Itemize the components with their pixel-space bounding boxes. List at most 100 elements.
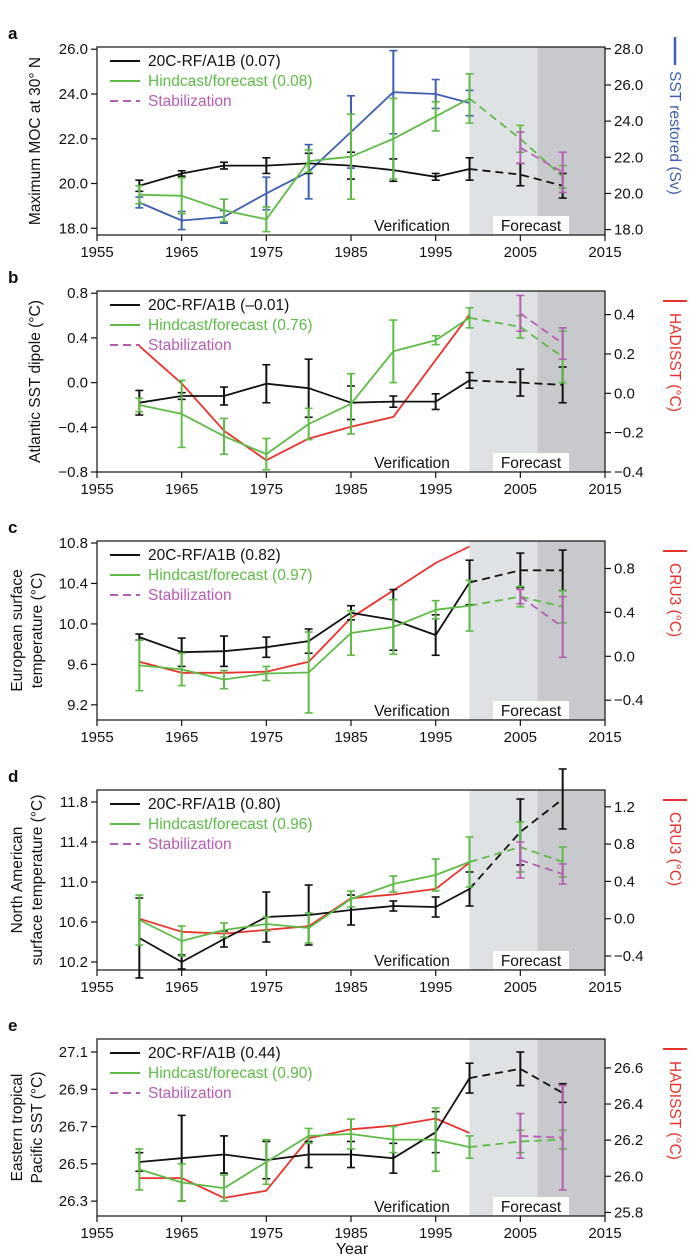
y-right-tick-label: 25.8 <box>614 1204 643 1221</box>
series-line <box>469 1067 564 1094</box>
series-line <box>469 1138 563 1148</box>
y-right-tick-label: 24.0 <box>614 113 643 130</box>
x-tick-label: 1985 <box>334 244 367 261</box>
x-tick-label: 1975 <box>250 729 283 746</box>
verification-label: Verification <box>374 455 450 472</box>
series-line <box>138 861 470 942</box>
panel-e: e 1955 1965 1975 1985 1995 2005 2015 26.3 26.5 26.… <box>8 1016 687 1242</box>
x-tick-label: 2015 <box>588 244 621 261</box>
panel-a: a 1955 1965 1975 1985 1995 2005 2015 18.0 20.0 22.… <box>8 24 683 261</box>
forecast-shade-dark <box>537 1039 605 1216</box>
y-left-axis-title: temperature (°C) <box>29 573 46 689</box>
x-axis-title: Year <box>336 1241 369 1258</box>
y-left-tick-label: 26.3 <box>59 1193 88 1210</box>
y-left-tick-label: 24.0 <box>59 86 88 103</box>
forecast-label: Forecast <box>501 1199 562 1216</box>
y-right-tick-label: 26.2 <box>614 1132 643 1149</box>
y-right-tick-label: 0.4 <box>614 873 635 890</box>
y-left-tick-label: 0.8 <box>67 285 88 302</box>
verification-label: Verification <box>374 218 450 235</box>
y-left-tick-label: 11.8 <box>60 794 88 811</box>
forecast-label-bg <box>493 216 569 234</box>
y-left-tick-label: 10.2 <box>59 954 88 971</box>
y-right-axis-title: CRU3 (°C) <box>666 563 683 637</box>
y-left-tick-label: 26.5 <box>59 1156 88 1173</box>
x-tick-label: 1965 <box>165 244 198 261</box>
x-tick-label: 1985 <box>334 1225 367 1242</box>
x-tick-label: 2015 <box>588 729 621 746</box>
y-left-axis-title: Atlantic SST dipole (°C) <box>27 300 44 463</box>
x-tick-label: 1965 <box>165 481 198 498</box>
series-line <box>469 379 563 386</box>
legend-label: Stabilization <box>148 836 232 853</box>
legend-label: Stabilization <box>148 587 232 604</box>
forecast-shade-light <box>469 1039 538 1216</box>
forecast-shade-dark <box>537 541 605 720</box>
forecast-label-bg <box>493 453 569 471</box>
verification-label-bg <box>358 951 466 969</box>
legend-label: Hindcast/forecast (0.97) <box>148 567 313 584</box>
x-tick-label: 2015 <box>588 979 621 996</box>
y-left-tick-label: 26.7 <box>59 1119 88 1136</box>
x-tick-label: 2015 <box>588 1225 621 1242</box>
y-left-axis-title: Maximum MOC at 30° N <box>27 57 44 225</box>
x-tick-label: 2005 <box>504 1225 537 1242</box>
y-left-tick-label: 27.1 <box>59 1044 88 1061</box>
series-line <box>519 595 564 628</box>
y-left-tick-label: 18.0 <box>59 220 88 237</box>
y-left-tick-label: 10.4 <box>59 575 88 592</box>
forecast-label: Forecast <box>501 953 562 970</box>
y-right-tick-label: −0.2 <box>614 425 644 442</box>
legend-label: Hindcast/forecast (0.90) <box>148 1065 313 1082</box>
y-right-tick-label: −0.4 <box>614 464 644 481</box>
y-right-tick-label: 20.0 <box>614 185 643 202</box>
legend-label: Hindcast/forecast (0.76) <box>148 317 313 334</box>
forecast-shade-light <box>469 790 538 970</box>
y-left-tick-label: 11.4 <box>60 834 88 851</box>
forecast-shade-dark <box>537 47 605 235</box>
legend-label: Stabilization <box>148 1085 232 1102</box>
x-tick-label: 2015 <box>588 481 621 498</box>
x-tick-label: 1965 <box>165 979 198 996</box>
y-left-tick-label: 9.6 <box>67 656 88 673</box>
y-right-tick-label: 0.0 <box>614 648 635 665</box>
legend-label: Stabilization <box>148 337 232 354</box>
y-right-tick-label: 0.4 <box>614 307 635 324</box>
forecast-label-bg <box>493 701 569 719</box>
x-tick-label: 2005 <box>504 244 537 261</box>
y-left-tick-label: 11.0 <box>60 874 88 891</box>
panel-label: c <box>8 518 17 537</box>
forecast-shade-dark <box>537 291 605 472</box>
x-tick-label: 1985 <box>334 481 367 498</box>
y-right-tick-label: −0.4 <box>614 948 644 965</box>
y-right-tick-label: 26.4 <box>614 1096 643 1113</box>
y-left-axis-title: Pacific SST (°C) <box>29 1072 46 1184</box>
series-line <box>469 168 563 187</box>
verification-label: Verification <box>374 953 450 970</box>
y-right-tick-label: 26.0 <box>614 1168 643 1185</box>
x-tick-label: 1985 <box>334 979 367 996</box>
series-line <box>469 316 564 358</box>
forecast-label: Forecast <box>501 455 562 472</box>
y-left-tick-label: 10.0 <box>59 616 88 633</box>
y-left-tick-label: −0.4 <box>58 419 88 436</box>
y-right-tick-label: −0.4 <box>614 692 644 709</box>
y-right-tick-label: 28.0 <box>614 41 643 58</box>
forecast-shade-light <box>469 541 538 720</box>
x-tick-label: 2005 <box>504 729 537 746</box>
series-line <box>520 1135 563 1139</box>
y-left-tick-label: 0.0 <box>67 375 88 392</box>
y-left-tick-label: 10.8 <box>59 535 88 552</box>
verification-label-bg <box>358 1197 466 1215</box>
series-line <box>520 859 563 875</box>
panel-d: d 1955 1965 1975 1985 1995 2005 2015 10.2 10.6 11.… <box>8 767 687 996</box>
series-line <box>469 595 563 608</box>
verification-label-bg <box>358 216 466 234</box>
x-tick-label: 1995 <box>419 481 452 498</box>
y-left-tick-label: 22.0 <box>59 131 88 148</box>
x-tick-label: 1975 <box>250 979 283 996</box>
legend-label: 20C-RF/A1B (–0.01) <box>148 297 289 314</box>
forecast-shade-light <box>469 47 538 235</box>
verification-label-bg <box>358 701 466 719</box>
